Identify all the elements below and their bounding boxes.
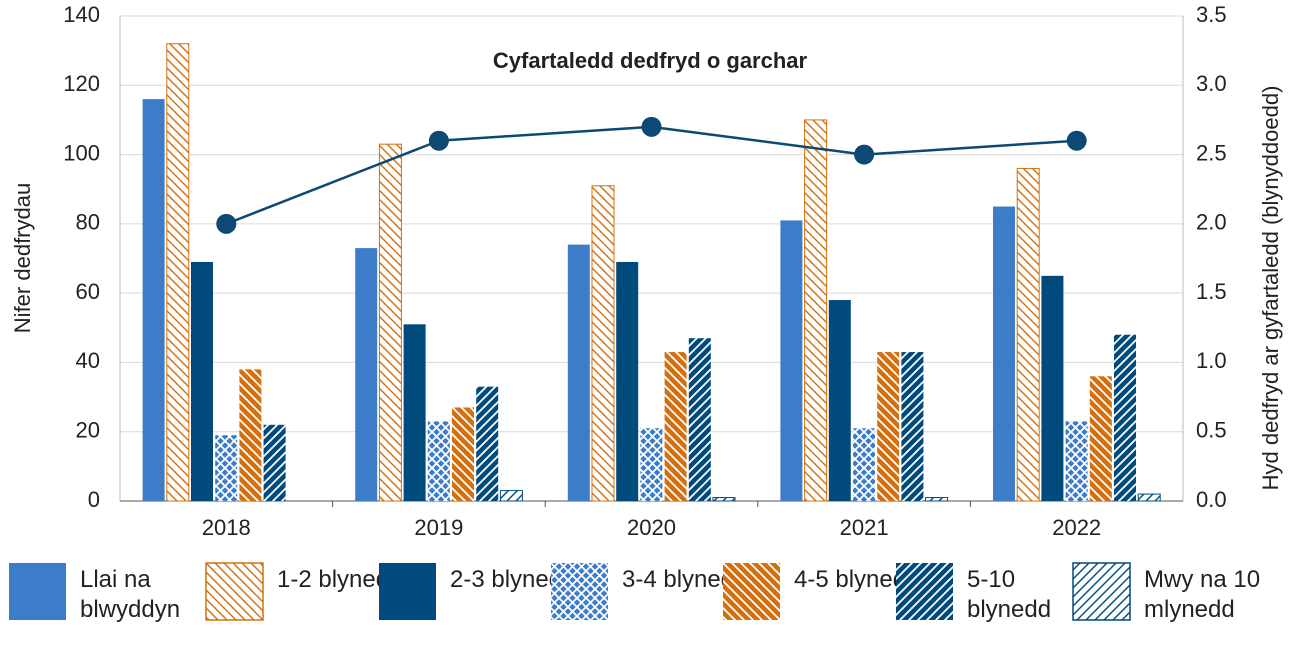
legend-swatch (723, 563, 780, 620)
x-tick-label: 2022 (1052, 515, 1101, 540)
bar (567, 244, 590, 501)
bar (804, 119, 828, 502)
bar (1114, 334, 1136, 501)
bar (239, 369, 262, 501)
bar (191, 261, 213, 501)
bar (215, 435, 238, 501)
bar (993, 206, 1015, 502)
bar (664, 352, 687, 501)
bar (427, 421, 450, 501)
y-tick-label: 40 (76, 348, 100, 373)
bar (263, 424, 286, 501)
legend-label: Mwy na 10 mlynedd (1144, 566, 1261, 623)
chart-title: Cyfartaledd dedfryd o garchar (493, 48, 808, 73)
bar (403, 324, 426, 501)
bar (877, 352, 900, 501)
chart: Cyfartaledd dedfryd o garchar Nifer dedf… (10, 2, 1283, 540)
y2-tick-label: 2.5 (1196, 140, 1227, 165)
y2-axis-title: Hyd dedfryd ar gyfartaledd (blynyddoedd) (1258, 86, 1283, 491)
bar (499, 490, 523, 502)
legend-label: Llai na blwyddyn (80, 566, 181, 623)
bar (901, 352, 924, 501)
legend-swatch (379, 563, 436, 620)
y2-tick-label: 3.0 (1196, 71, 1227, 96)
y2-tick-label: 0.5 (1196, 418, 1227, 443)
bar (1137, 493, 1161, 502)
x-tick-label: 2018 (202, 515, 251, 540)
bar (1065, 421, 1088, 501)
legend-item: Llai na blwyddyn (8, 562, 212, 625)
legend-label: 5-10 blynedd (967, 566, 1052, 623)
y-tick-label: 120 (63, 71, 100, 96)
bar (591, 185, 615, 502)
y2-tick-label: 3.5 (1196, 2, 1227, 27)
legend-item: Mwy na 10 mlynedd (1072, 562, 1276, 625)
legend-swatch (551, 563, 608, 620)
bar (925, 497, 949, 502)
y-tick-label: 60 (76, 279, 100, 304)
bar (1016, 167, 1040, 502)
legend-swatch (9, 563, 66, 620)
bar (616, 261, 639, 501)
legend-item: 5-10 blynedd (895, 562, 1099, 625)
x-tick-label: 2019 (414, 515, 463, 540)
y-axis-title: Nifer dedfrydau (10, 183, 35, 333)
bar (853, 428, 875, 501)
line-marker (641, 116, 662, 137)
legend-item: 2-3 blynedd (378, 562, 582, 622)
line-marker (428, 130, 449, 151)
bar (828, 300, 851, 501)
y2-tick-label: 2.0 (1196, 210, 1227, 235)
x-tick-label: 2021 (840, 515, 889, 540)
line-marker (1066, 130, 1087, 151)
y-tick-label: 100 (63, 140, 100, 165)
legend: Llai na blwyddyn 1-2 blynedd 2-3 blynedd 3-… (0, 562, 1301, 645)
y2-tick-label: 1.0 (1196, 348, 1227, 373)
bar (640, 428, 663, 501)
legend-swatch (205, 562, 264, 621)
y-tick-label: 80 (76, 210, 100, 235)
bar (688, 338, 711, 501)
bar (452, 407, 474, 501)
y2-tick-label: 1.5 (1196, 279, 1227, 304)
bar (166, 43, 190, 502)
y-tick-label: 140 (63, 2, 100, 27)
line-marker (854, 144, 875, 165)
bar (1041, 275, 1064, 501)
bar (780, 220, 803, 501)
bar (712, 497, 736, 502)
legend-swatch (1072, 562, 1131, 621)
y-tick-label: 0 (88, 487, 100, 512)
bar (476, 386, 499, 501)
bar (142, 99, 165, 502)
bar (378, 143, 402, 502)
bar (1089, 376, 1112, 501)
x-tick-label: 2020 (627, 515, 676, 540)
y-tick-label: 20 (76, 418, 100, 443)
y2-tick-label: 0.0 (1196, 487, 1227, 512)
legend-swatch (896, 563, 953, 620)
bar (355, 248, 378, 501)
line (225, 125, 1077, 226)
line-marker (216, 213, 237, 234)
